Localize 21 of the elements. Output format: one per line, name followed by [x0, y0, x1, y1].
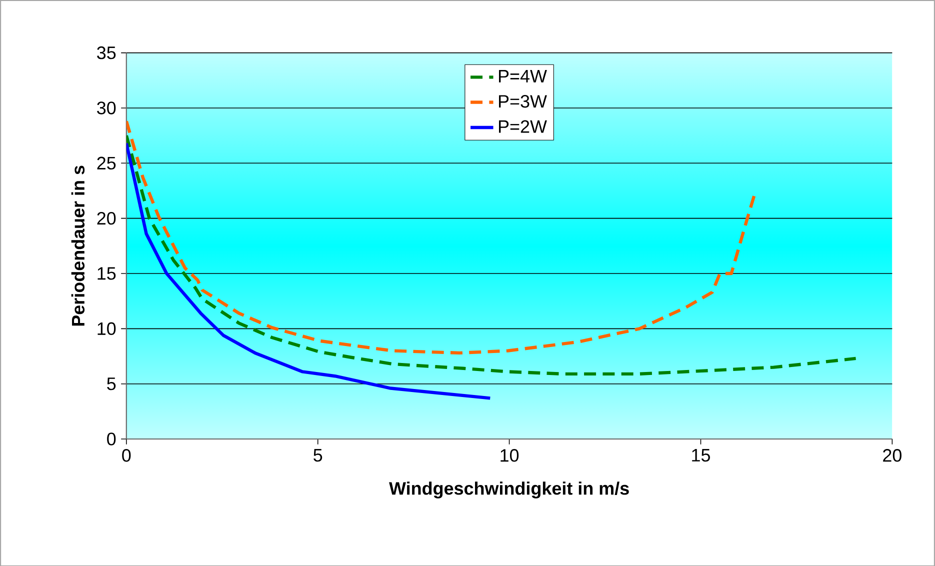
- y-tick-label: 10: [98, 322, 116, 335]
- x-tick-label: 20: [883, 448, 902, 462]
- x-tick-label: 10: [500, 448, 519, 462]
- y-tick-label: 0: [107, 432, 116, 446]
- y-tick-label: 15: [98, 267, 116, 280]
- legend-label: P=4W: [499, 70, 547, 82]
- line-series: [126, 134, 858, 376]
- y-tick-label: 25: [97, 156, 116, 170]
- x-tick-label: 15: [692, 448, 710, 462]
- x-tick-label: 0: [122, 448, 131, 462]
- line-series: [126, 119, 756, 354]
- x-axis-title: Windgeschwindigkeit in m/s: [389, 481, 629, 498]
- line-series: [126, 141, 492, 400]
- y-tick-label: 35: [97, 46, 116, 59]
- y-tick-label: 20: [97, 212, 116, 224]
- x-tick-label: 5: [314, 448, 322, 462]
- legend-label: P=3W: [499, 94, 547, 108]
- y-axis-title: Periodendauer in s: [71, 166, 85, 326]
- y-tick-label: 30: [97, 101, 116, 114]
- y-tick-label: 5: [107, 377, 116, 390]
- legend-label: P=2W: [499, 120, 547, 133]
